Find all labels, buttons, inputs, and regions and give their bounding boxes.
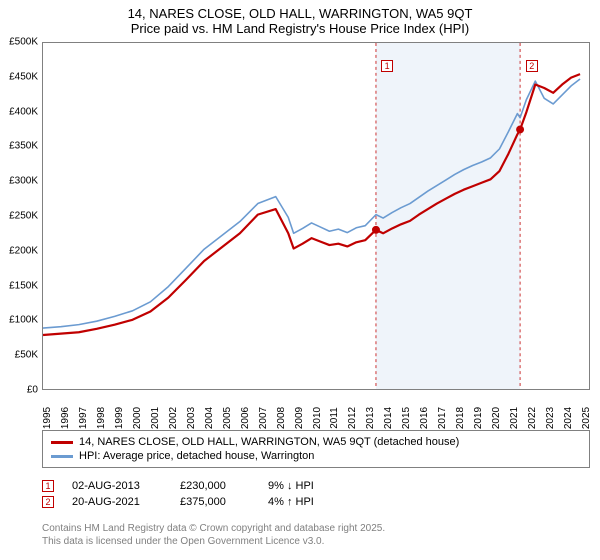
legend-row: HPI: Average price, detached house, Warr… [51, 449, 581, 463]
x-tick-label: 2007 [258, 407, 269, 429]
y-tick-label: £450K [9, 71, 38, 82]
x-tick-label: 2000 [132, 407, 143, 429]
event-date: 02-AUG-2013 [72, 480, 162, 492]
event-marker-2: 2 [42, 496, 54, 508]
x-tick-label: 2009 [294, 407, 305, 429]
x-tick-label: 2023 [545, 407, 556, 429]
attribution-line-2: This data is licensed under the Open Gov… [42, 535, 590, 548]
x-tick-label: 2010 [312, 407, 323, 429]
events-table: 1 02-AUG-2013 £230,000 9% ↓ HPI 2 20-AUG-2021… [42, 478, 590, 510]
y-tick-label: £0 [27, 385, 38, 396]
y-axis: £0£50K£100K£150K£200K£250K£300K£350K£400… [0, 42, 42, 390]
legend-swatch [51, 455, 73, 458]
y-tick-label: £250K [9, 211, 38, 222]
chart-plot-area: 12 [42, 42, 590, 390]
x-tick-label: 1996 [60, 407, 71, 429]
y-tick-label: £50K [15, 350, 38, 361]
x-tick-label: 2018 [455, 407, 466, 429]
attribution-text: Contains HM Land Registry data © Crown c… [42, 522, 590, 548]
event-price: £375,000 [180, 496, 250, 508]
event-delta: 9% ↓ HPI [268, 480, 348, 492]
shade-band [376, 43, 520, 389]
event-price: £230,000 [180, 480, 250, 492]
x-tick-label: 2016 [419, 407, 430, 429]
x-axis: 1995 1996 1997 1998 1999 2000 2001 2002 2003 2004… [42, 390, 590, 430]
y-tick-label: £200K [9, 245, 38, 256]
x-tick-label: 2014 [383, 407, 394, 429]
y-tick-label: £300K [9, 176, 38, 187]
marker-dot [516, 126, 524, 134]
x-tick-label: 2021 [509, 407, 520, 429]
y-tick-label: £400K [9, 106, 38, 117]
x-tick-label: 2002 [168, 407, 179, 429]
x-tick-label: 1997 [78, 407, 89, 429]
event-delta: 4% ↑ HPI [268, 496, 348, 508]
y-tick-label: £500K [9, 37, 38, 48]
x-tick-label: 2017 [437, 407, 448, 429]
marker-dot [372, 226, 380, 234]
x-tick-label: 2025 [581, 407, 592, 429]
legend-row: 14, NARES CLOSE, OLD HALL, WARRINGTON, W… [51, 435, 581, 449]
x-tick-label: 2001 [150, 407, 161, 429]
title-block: 14, NARES CLOSE, OLD HALL, WARRINGTON, W… [0, 0, 600, 38]
x-tick-label: 2011 [329, 407, 340, 429]
x-tick-label: 1998 [96, 407, 107, 429]
event-date: 20-AUG-2021 [72, 496, 162, 508]
x-tick-label: 2006 [240, 407, 251, 429]
legend-swatch [51, 441, 73, 444]
title-line-2: Price paid vs. HM Land Registry's House … [10, 21, 590, 36]
x-tick-label: 2024 [563, 407, 574, 429]
legend-label: HPI: Average price, detached house, Warr… [79, 450, 314, 462]
y-tick-label: £150K [9, 280, 38, 291]
y-tick-label: £100K [9, 315, 38, 326]
title-line-1: 14, NARES CLOSE, OLD HALL, WARRINGTON, W… [10, 6, 590, 21]
x-tick-label: 2013 [365, 407, 376, 429]
marker-label-1: 1 [381, 60, 393, 72]
chart-svg [43, 43, 589, 389]
x-tick-label: 2004 [204, 407, 215, 429]
x-tick-label: 2020 [491, 407, 502, 429]
attribution-line-1: Contains HM Land Registry data © Crown c… [42, 522, 590, 535]
chart-container: 14, NARES CLOSE, OLD HALL, WARRINGTON, W… [0, 0, 600, 560]
x-tick-label: 2022 [527, 407, 538, 429]
x-tick-label: 2012 [347, 407, 358, 429]
x-tick-label: 2015 [401, 407, 412, 429]
x-tick-label: 2008 [276, 407, 287, 429]
x-tick-label: 2005 [222, 407, 233, 429]
x-tick-label: 1999 [114, 407, 125, 429]
y-tick-label: £350K [9, 141, 38, 152]
x-tick-label: 2003 [186, 407, 197, 429]
marker-label-2: 2 [526, 60, 538, 72]
event-row: 1 02-AUG-2013 £230,000 9% ↓ HPI [42, 478, 590, 494]
legend-box: 14, NARES CLOSE, OLD HALL, WARRINGTON, W… [42, 430, 590, 468]
legend-label: 14, NARES CLOSE, OLD HALL, WARRINGTON, W… [79, 436, 459, 448]
event-marker-1: 1 [42, 480, 54, 492]
x-tick-label: 1995 [42, 407, 53, 429]
x-tick-label: 2019 [473, 407, 484, 429]
event-row: 2 20-AUG-2021 £375,000 4% ↑ HPI [42, 494, 590, 510]
